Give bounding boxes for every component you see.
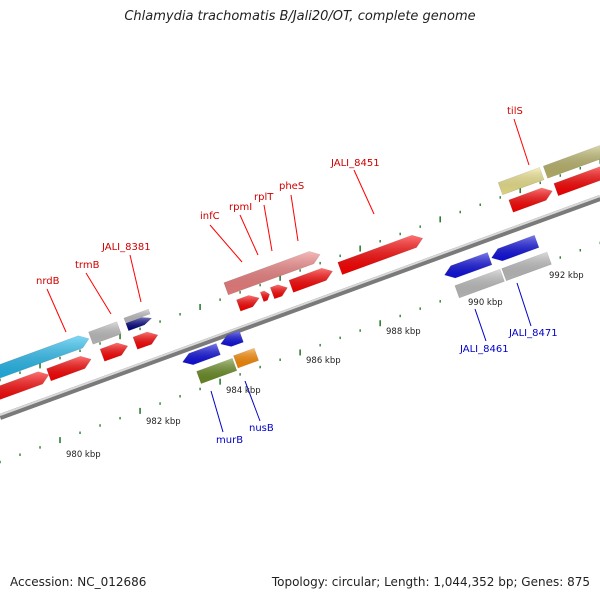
cds-a-shade — [46, 356, 92, 381]
gene-label-pheS: pheS — [279, 181, 304, 192]
label-leader-line — [46, 288, 67, 333]
topology-text: Topology: circular; Length: 1,044,352 bp… — [271, 575, 590, 589]
gene-trmB-shade — [88, 321, 122, 345]
genome-backbone — [0, 195, 600, 420]
gene-nusB-shade — [233, 348, 259, 368]
gene-label-trmB: trmB — [75, 260, 100, 271]
gene-pheS-shade — [223, 251, 320, 295]
label-leader-line — [513, 118, 530, 166]
gene-label-nrdB: nrdB — [36, 276, 60, 287]
top-strand-features — [0, 145, 600, 400]
gene-murB-shade — [196, 358, 237, 384]
label-leader-line — [516, 282, 532, 327]
gene-label-JALI_8451: JALI_8451 — [330, 158, 380, 169]
cds-rpmI-shade — [260, 290, 270, 302]
gene-next-shade — [543, 145, 600, 179]
cds-JALI_8471-shade — [491, 235, 539, 261]
gene-JALI_8381-b-shade — [123, 309, 151, 323]
gene-JALI_8461-shade — [454, 269, 505, 298]
label-leader-line — [129, 254, 142, 303]
cds-pheS-shade — [289, 268, 333, 293]
label-leader-line — [353, 169, 375, 215]
gene-tilS-shade — [498, 167, 544, 195]
kbp-label-980: 980 kbp — [66, 450, 101, 460]
cds-infC-shade — [236, 295, 260, 312]
gene-label-tilS: tilS — [507, 106, 523, 117]
cds-tilS-shade — [508, 188, 553, 213]
gene-label-nusB: nusB — [249, 423, 274, 434]
kbp-label-992: 992 kbp — [549, 271, 584, 281]
label-leader-line — [263, 204, 273, 252]
gene-label-murB: murB — [216, 435, 243, 446]
gene-label-rplT: rplT — [254, 192, 274, 203]
label-leader-line — [244, 380, 261, 422]
outer-tick-row — [0, 157, 600, 382]
gene-nrdB-shade — [0, 335, 89, 379]
kbp-label-988: 988 kbp — [386, 327, 421, 337]
cds-JALI_8381-shade — [133, 332, 158, 350]
kbp-label-990: 990 kbp — [468, 298, 503, 308]
map-title: Chlamydia trachomatis B/Jali20/OT, compl… — [124, 9, 476, 24]
cds-murB-shade — [182, 343, 221, 365]
kbp-label-984: 984 kbp — [226, 386, 261, 396]
cds-next-shade — [553, 166, 600, 196]
cds-JALI_8451-shade — [337, 235, 423, 275]
kbp-label-982: 982 kbp — [146, 417, 181, 427]
gene-label-rpmI: rpmI — [229, 202, 252, 213]
label-leader-line — [290, 194, 299, 242]
gene-JALI_8381-shade — [125, 317, 152, 331]
cds-nusB-shade — [220, 330, 244, 347]
gene-JALI_8471-shade — [501, 252, 552, 281]
inner-tick-row — [0, 241, 600, 464]
kbp-label-986: 986 kbp — [306, 356, 341, 366]
cds-JALI_8461-shade — [444, 252, 492, 278]
label-leader-line — [474, 308, 487, 342]
label-leader-line — [209, 224, 243, 263]
accession-text: Accession: NC_012686 — [10, 575, 147, 589]
label-leader-line — [210, 390, 224, 433]
bottom-strand-features — [182, 234, 552, 384]
cds-trmB-shade — [100, 342, 128, 362]
gene-label-JALI_8461: JALI_8461 — [459, 344, 509, 355]
cds-rplT-shade — [270, 284, 288, 299]
gene-label-JALI_8381: JALI_8381 — [101, 242, 151, 253]
cds-nrdB-shade — [0, 371, 49, 400]
gene-label-JALI_8471: JALI_8471 — [508, 328, 558, 339]
label-leader-line — [239, 214, 259, 256]
label-leader-line — [85, 272, 112, 315]
gene-label-infC: infC — [200, 211, 220, 222]
